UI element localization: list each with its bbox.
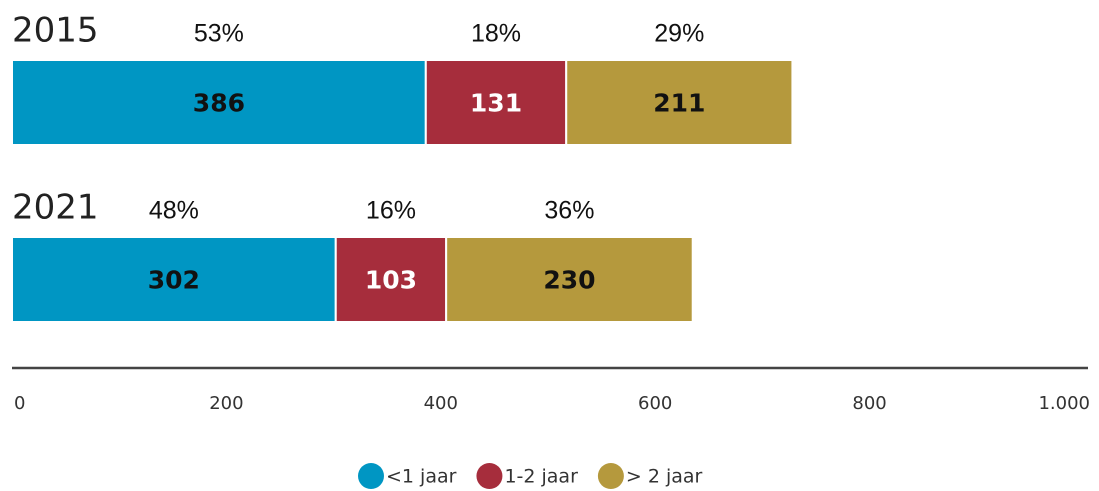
share-label-box	[446, 8, 547, 56]
legend-label: <1 jaar	[386, 466, 457, 488]
bar-segment	[334, 236, 448, 323]
share-label: 16%	[366, 197, 416, 225]
x-tick-label: 200	[209, 393, 243, 414]
value-label: 211	[653, 89, 705, 118]
share-label-box	[519, 185, 620, 233]
share-label-box	[123, 185, 224, 233]
share-label: 53%	[194, 20, 244, 48]
value-label: 386	[193, 89, 245, 118]
share-label: 36%	[544, 197, 594, 225]
bar-segment	[11, 59, 427, 146]
share-label-box	[629, 8, 730, 56]
bar-segment	[445, 236, 694, 323]
legend-swatch	[476, 463, 503, 489]
share-label: 18%	[471, 20, 521, 48]
x-tick-label: 0	[14, 393, 25, 414]
share-label-box	[340, 185, 441, 233]
x-tick-label: 1.000	[1038, 393, 1090, 414]
bar-segment	[11, 236, 337, 323]
x-tick-label: 400	[424, 393, 458, 414]
value-label: 302	[148, 266, 200, 295]
share-label: 29%	[654, 20, 704, 48]
share-label: 48%	[149, 197, 199, 225]
legend-swatch	[597, 463, 624, 489]
x-tick-label: 600	[638, 393, 672, 414]
legend-label: 1-2 jaar	[504, 466, 578, 488]
value-label: 131	[470, 89, 522, 118]
bar-segment	[424, 59, 568, 146]
bar-segment	[565, 59, 794, 146]
legend-swatch	[358, 463, 384, 489]
value-label: 230	[543, 266, 595, 295]
value-label: 103	[365, 266, 417, 295]
category-label: 2015	[12, 11, 99, 51]
legend-label: > 2 jaar	[626, 466, 703, 488]
share-label-box	[168, 8, 269, 56]
category-label: 2021	[12, 188, 99, 228]
x-tick-label: 800	[852, 393, 886, 414]
